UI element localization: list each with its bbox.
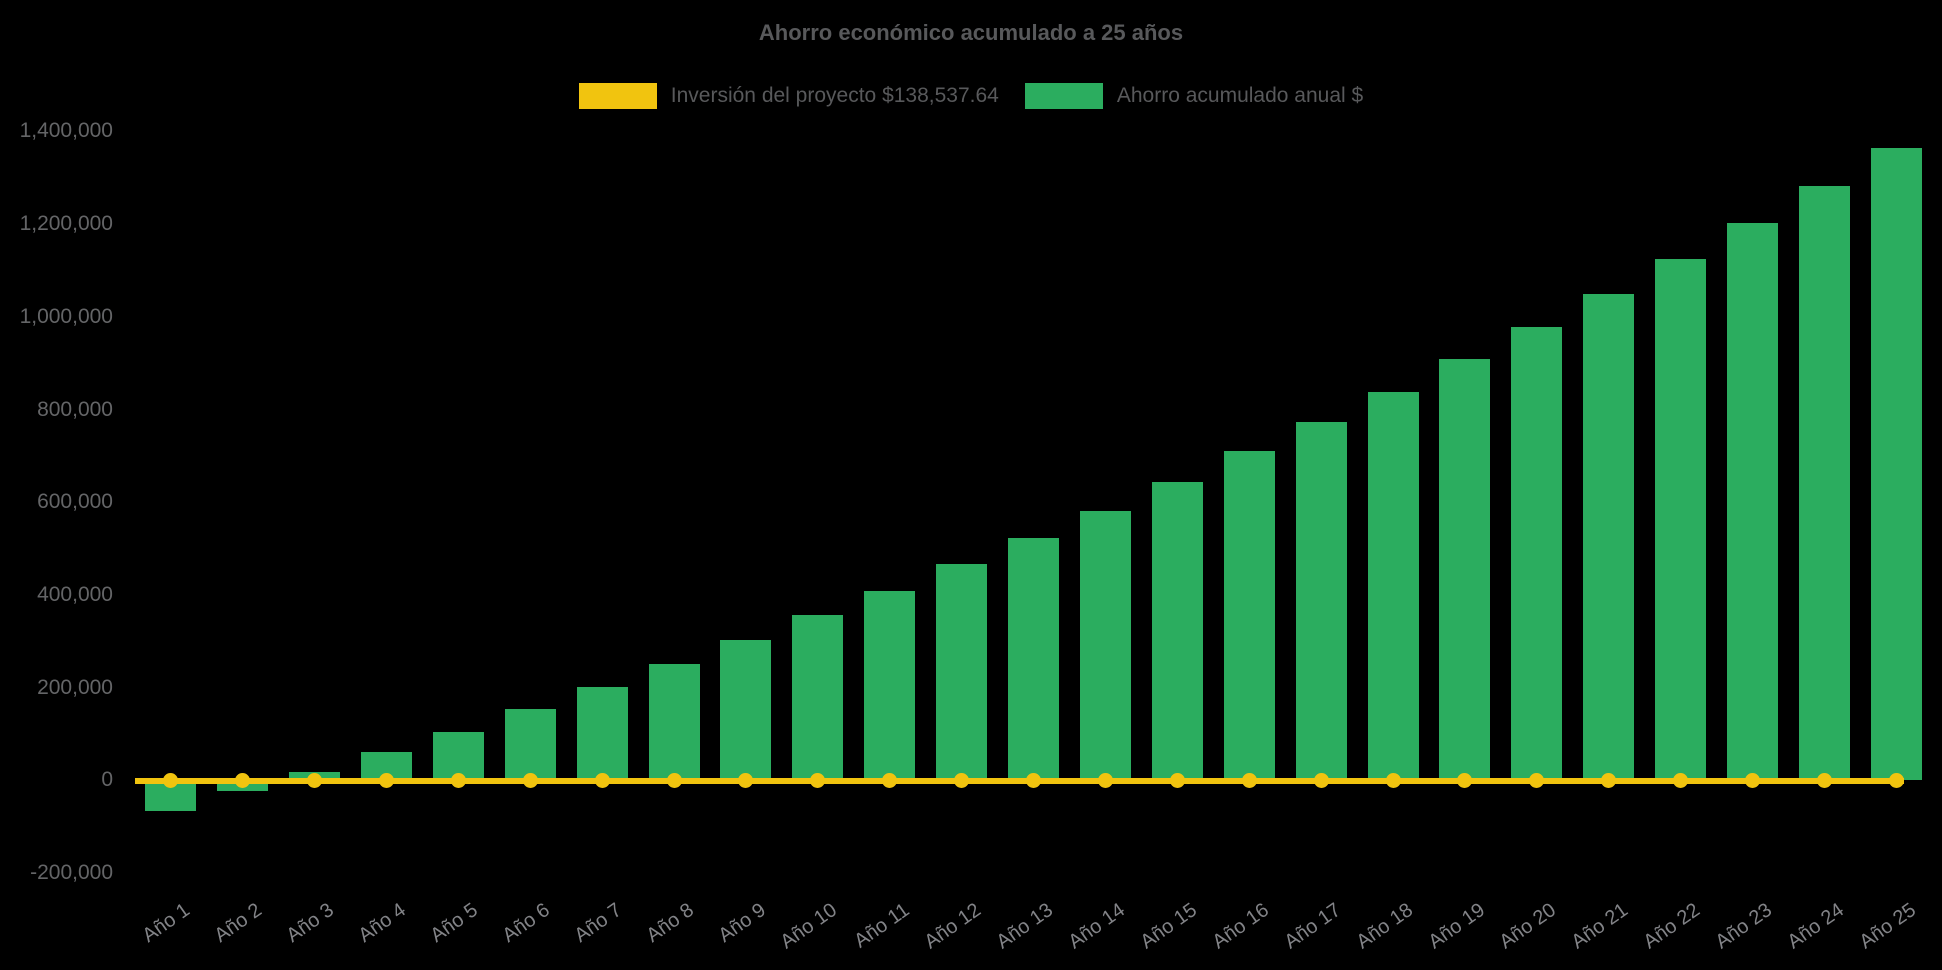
x-axis-label: Año 11: [849, 899, 914, 953]
x-axis-label: Año 3: [282, 899, 339, 947]
y-axis-label: 1,000,000: [19, 304, 113, 328]
legend-item-investment[interactable]: Inversión del proyecto $138,537.64: [578, 83, 999, 109]
y-axis-label: 1,200,000: [19, 212, 113, 236]
x-axis-label: Año 25: [1855, 899, 1920, 954]
savings-bar[interactable]: [1655, 259, 1707, 781]
y-axis-label: 0: [101, 768, 113, 792]
y-axis-label: 800,000: [37, 397, 113, 421]
savings-bar[interactable]: [1151, 482, 1203, 781]
investment-line-dot[interactable]: [1457, 773, 1473, 789]
investment-line-dot[interactable]: [1026, 773, 1041, 789]
investment-line-dot[interactable]: [1673, 773, 1689, 789]
savings-bar[interactable]: [792, 615, 844, 781]
investment-line-dot[interactable]: [1313, 773, 1329, 789]
investment-line-dot[interactable]: [738, 773, 754, 789]
investment-line-dot[interactable]: [1601, 773, 1617, 789]
investment-line-dot[interactable]: [1097, 773, 1113, 789]
savings-swatch: [1024, 83, 1103, 109]
savings-bar[interactable]: [864, 590, 916, 781]
x-axis-label: Año 1: [138, 899, 195, 947]
x-axis-label: Año 5: [426, 899, 482, 947]
savings-bar[interactable]: [576, 686, 628, 781]
investment-line-dot[interactable]: [307, 773, 322, 789]
x-axis-label: Año 15: [1136, 899, 1201, 954]
investment-line-dot[interactable]: [1241, 773, 1257, 789]
savings-bar[interactable]: [504, 709, 556, 781]
savings-bar[interactable]: [1367, 391, 1419, 781]
x-axis-label: Año 8: [642, 899, 698, 947]
x-axis-label: Año 21: [1567, 899, 1633, 954]
savings-bar[interactable]: [1439, 359, 1491, 781]
investment-line-dot[interactable]: [666, 773, 682, 789]
legend: Inversión del proyecto $138,537.64 Ahorr…: [0, 83, 1942, 109]
x-axis-label: Año 22: [1639, 899, 1705, 954]
investment-line-dot[interactable]: [450, 773, 466, 789]
x-axis-label: Año 2: [210, 899, 267, 947]
savings-bar[interactable]: [648, 663, 700, 781]
savings-bar[interactable]: [1223, 451, 1275, 781]
legend-label-savings: Ahorro acumulado anual $: [1116, 84, 1364, 107]
y-axis-label: 1,400,000: [19, 119, 113, 143]
x-axis-label: Año 9: [714, 899, 770, 947]
x-axis-label: Año 16: [1208, 899, 1273, 954]
x-axis-label: Año 13: [992, 899, 1058, 954]
savings-bar[interactable]: [936, 564, 988, 781]
x-axis-label: Año 10: [776, 899, 842, 954]
savings-bar[interactable]: [1079, 511, 1131, 781]
savings-bar[interactable]: [1008, 537, 1059, 781]
investment-line-dot[interactable]: [1816, 773, 1832, 789]
savings-bar[interactable]: [1511, 326, 1563, 781]
investment-line-dot[interactable]: [522, 773, 538, 789]
savings-bar[interactable]: [432, 731, 484, 781]
x-axis-label: Año 18: [1352, 899, 1417, 954]
x-axis-label: Año 24: [1783, 899, 1849, 954]
chart-title: Ahorro económico acumulado a 25 años: [758, 20, 1184, 45]
savings-bar[interactable]: [1727, 223, 1778, 781]
investment-line-dot[interactable]: [235, 773, 251, 789]
investment-line: [134, 777, 1904, 784]
savings-bar[interactable]: [1870, 147, 1922, 781]
investment-line-dot[interactable]: [163, 773, 179, 789]
legend-label-investment: Inversión del proyecto $138,537.64: [670, 84, 999, 107]
x-axis-label: Año 14: [1064, 899, 1130, 954]
investment-line-dot[interactable]: [1385, 773, 1401, 789]
x-axis-label: Año 4: [354, 899, 411, 947]
investment-line-dot[interactable]: [1745, 773, 1760, 789]
savings-bar[interactable]: [1798, 186, 1850, 781]
investment-line-dot[interactable]: [1169, 773, 1185, 789]
investment-line-dot[interactable]: [1888, 773, 1904, 789]
investment-line-dot[interactable]: [594, 773, 610, 789]
y-axis-label: -200,000: [30, 861, 113, 884]
savings-bar[interactable]: [1295, 422, 1347, 781]
x-axis-label: Año 23: [1711, 899, 1777, 954]
x-axis-label: Año 6: [498, 899, 554, 947]
x-axis-label: Año 12: [920, 899, 986, 954]
savings-bar[interactable]: [1583, 294, 1635, 781]
y-axis-label: 600,000: [37, 490, 113, 514]
x-axis-label: Año 19: [1423, 899, 1489, 954]
legend-item-savings[interactable]: Ahorro acumulado anual $: [1024, 83, 1364, 109]
investment-line-dot[interactable]: [882, 773, 898, 789]
investment-line-dot[interactable]: [378, 773, 394, 789]
investment-line-dot[interactable]: [954, 773, 970, 789]
investment-swatch: [578, 83, 657, 109]
investment-line-dot[interactable]: [1529, 773, 1545, 789]
investment-line-dot[interactable]: [810, 773, 826, 789]
y-axis-label: 200,000: [37, 675, 113, 699]
x-axis-label: Año 17: [1280, 899, 1345, 954]
x-axis-label: Año 7: [570, 899, 626, 947]
y-axis-label: 400,000: [37, 582, 113, 606]
savings-bar[interactable]: [720, 640, 772, 781]
x-axis-label: Año 20: [1495, 899, 1561, 954]
